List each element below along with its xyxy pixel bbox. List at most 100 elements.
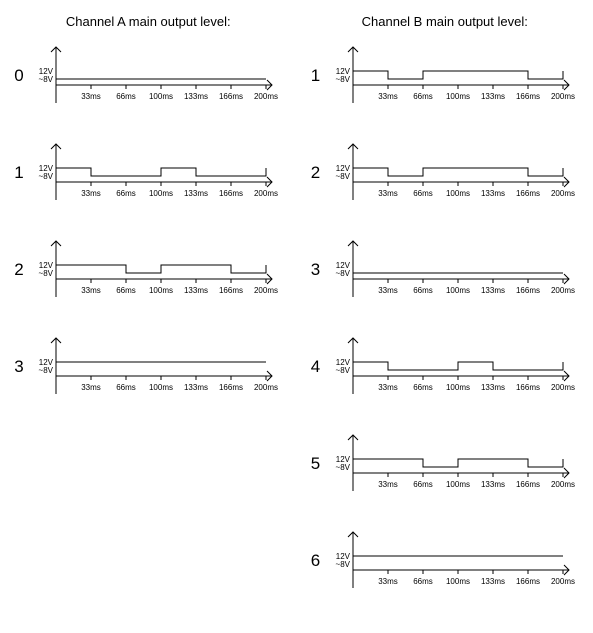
chart-row: 612V~8V33ms66ms100ms133ms166ms200ms — [307, 526, 584, 609]
row-index-label: 1 — [307, 66, 325, 86]
chart-row: 312V~8V33ms66ms100ms133ms166ms200ms — [307, 235, 584, 318]
chart-row: 212V~8V33ms66ms100ms133ms166ms200ms — [307, 138, 584, 221]
svg-text:133ms: 133ms — [480, 383, 504, 392]
svg-text:66ms: 66ms — [116, 92, 136, 101]
svg-text:200ms: 200ms — [550, 286, 574, 295]
svg-text:33ms: 33ms — [378, 480, 398, 489]
svg-text:200ms: 200ms — [254, 92, 278, 101]
row-index-label: 2 — [307, 163, 325, 183]
svg-text:100ms: 100ms — [445, 383, 469, 392]
svg-text:166ms: 166ms — [515, 92, 539, 101]
waveform-chart: 12V~8V33ms66ms100ms133ms166ms200ms — [28, 332, 278, 415]
chart-row: 512V~8V33ms66ms100ms133ms166ms200ms — [307, 429, 584, 512]
svg-text:~8V: ~8V — [335, 172, 350, 181]
svg-text:66ms: 66ms — [116, 189, 136, 198]
row-index-label: 3 — [307, 260, 325, 280]
row-index-label: 1 — [10, 163, 28, 183]
waveform-chart: 12V~8V33ms66ms100ms133ms166ms200ms — [325, 235, 575, 318]
svg-text:100ms: 100ms — [445, 577, 469, 586]
chart-row: 112V~8V33ms66ms100ms133ms166ms200ms — [307, 41, 584, 124]
svg-text:166ms: 166ms — [515, 577, 539, 586]
svg-text:100ms: 100ms — [149, 383, 173, 392]
svg-text:66ms: 66ms — [116, 383, 136, 392]
svg-text:100ms: 100ms — [445, 189, 469, 198]
row-index-label: 5 — [307, 454, 325, 474]
svg-text:166ms: 166ms — [515, 383, 539, 392]
svg-text:166ms: 166ms — [219, 383, 243, 392]
svg-text:133ms: 133ms — [480, 189, 504, 198]
svg-text:200ms: 200ms — [254, 383, 278, 392]
svg-text:100ms: 100ms — [149, 189, 173, 198]
chart-row: 012V~8V33ms66ms100ms133ms166ms200ms — [10, 41, 287, 124]
svg-text:66ms: 66ms — [413, 577, 433, 586]
row-index-label: 0 — [10, 66, 28, 86]
waveform-chart: 12V~8V33ms66ms100ms133ms166ms200ms — [28, 41, 278, 124]
svg-text:~8V: ~8V — [335, 366, 350, 375]
svg-text:166ms: 166ms — [219, 92, 243, 101]
svg-text:166ms: 166ms — [219, 189, 243, 198]
svg-text:33ms: 33ms — [81, 383, 101, 392]
svg-text:33ms: 33ms — [378, 286, 398, 295]
waveform-chart: 12V~8V33ms66ms100ms133ms166ms200ms — [28, 138, 278, 221]
column-title: Channel A main output level: — [10, 14, 287, 29]
svg-text:66ms: 66ms — [116, 286, 136, 295]
waveform-chart: 12V~8V33ms66ms100ms133ms166ms200ms — [325, 526, 575, 609]
svg-text:~8V: ~8V — [335, 269, 350, 278]
svg-text:66ms: 66ms — [413, 92, 433, 101]
svg-text:166ms: 166ms — [515, 189, 539, 198]
svg-text:~8V: ~8V — [335, 463, 350, 472]
svg-text:100ms: 100ms — [445, 286, 469, 295]
svg-text:33ms: 33ms — [378, 92, 398, 101]
svg-text:166ms: 166ms — [219, 286, 243, 295]
svg-text:33ms: 33ms — [81, 286, 101, 295]
channel-a-column: Channel A main output level:012V~8V33ms6… — [10, 10, 287, 623]
svg-text:133ms: 133ms — [184, 189, 208, 198]
row-index-label: 3 — [10, 357, 28, 377]
chart-row: 412V~8V33ms66ms100ms133ms166ms200ms — [307, 332, 584, 415]
svg-text:133ms: 133ms — [184, 286, 208, 295]
svg-text:~8V: ~8V — [335, 75, 350, 84]
svg-text:166ms: 166ms — [515, 480, 539, 489]
svg-text:133ms: 133ms — [480, 92, 504, 101]
svg-text:33ms: 33ms — [378, 189, 398, 198]
row-index-label: 6 — [307, 551, 325, 571]
svg-text:200ms: 200ms — [254, 189, 278, 198]
column-title: Channel B main output level: — [307, 14, 584, 29]
svg-text:133ms: 133ms — [184, 92, 208, 101]
svg-text:66ms: 66ms — [413, 480, 433, 489]
waveform-chart: 12V~8V33ms66ms100ms133ms166ms200ms — [28, 235, 278, 318]
svg-text:200ms: 200ms — [550, 480, 574, 489]
svg-text:33ms: 33ms — [378, 577, 398, 586]
svg-text:100ms: 100ms — [149, 92, 173, 101]
chart-row: 212V~8V33ms66ms100ms133ms166ms200ms — [10, 235, 287, 318]
channel-b-column: Channel B main output level:112V~8V33ms6… — [307, 10, 584, 623]
svg-text:133ms: 133ms — [184, 383, 208, 392]
svg-text:100ms: 100ms — [149, 286, 173, 295]
chart-row: 112V~8V33ms66ms100ms133ms166ms200ms — [10, 138, 287, 221]
svg-text:133ms: 133ms — [480, 577, 504, 586]
svg-text:~8V: ~8V — [39, 366, 54, 375]
svg-text:~8V: ~8V — [39, 172, 54, 181]
svg-text:200ms: 200ms — [254, 286, 278, 295]
svg-text:200ms: 200ms — [550, 92, 574, 101]
svg-text:200ms: 200ms — [550, 189, 574, 198]
svg-text:133ms: 133ms — [480, 480, 504, 489]
chart-row: 312V~8V33ms66ms100ms133ms166ms200ms — [10, 332, 287, 415]
svg-text:33ms: 33ms — [81, 189, 101, 198]
svg-text:200ms: 200ms — [550, 383, 574, 392]
svg-text:200ms: 200ms — [550, 577, 574, 586]
waveform-chart: 12V~8V33ms66ms100ms133ms166ms200ms — [325, 41, 575, 124]
svg-text:100ms: 100ms — [445, 480, 469, 489]
waveform-chart: 12V~8V33ms66ms100ms133ms166ms200ms — [325, 429, 575, 512]
svg-text:~8V: ~8V — [335, 560, 350, 569]
svg-text:133ms: 133ms — [480, 286, 504, 295]
svg-text:66ms: 66ms — [413, 189, 433, 198]
row-index-label: 2 — [10, 260, 28, 280]
row-index-label: 4 — [307, 357, 325, 377]
svg-text:66ms: 66ms — [413, 286, 433, 295]
svg-text:166ms: 166ms — [515, 286, 539, 295]
svg-text:33ms: 33ms — [378, 383, 398, 392]
svg-text:33ms: 33ms — [81, 92, 101, 101]
svg-text:100ms: 100ms — [445, 92, 469, 101]
svg-text:~8V: ~8V — [39, 75, 54, 84]
